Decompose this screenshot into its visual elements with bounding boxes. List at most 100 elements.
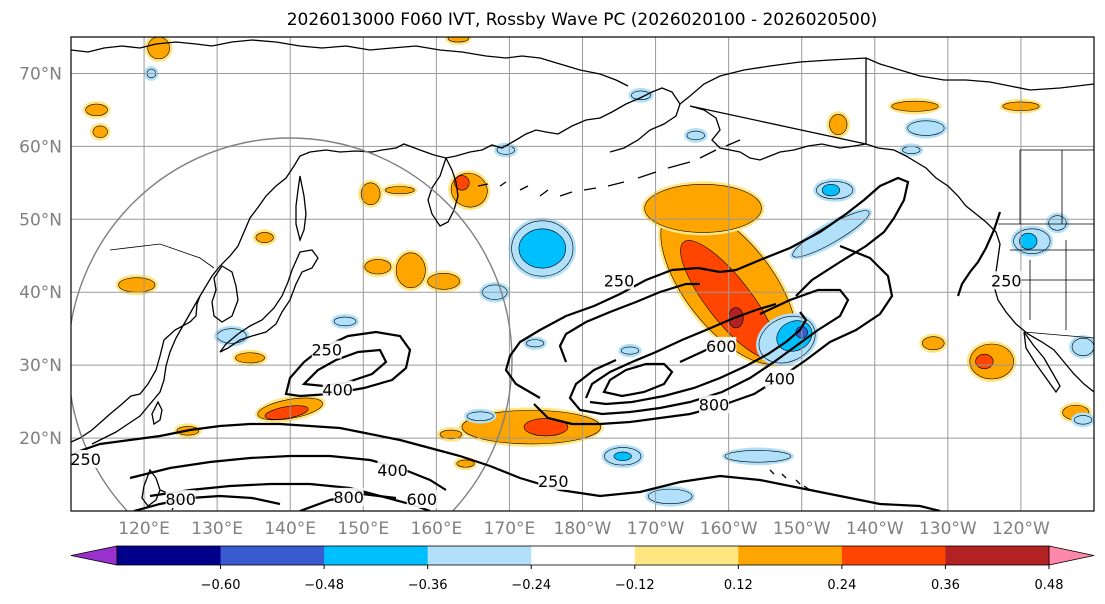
colorbar-tick-label: −0.12 <box>615 578 655 593</box>
latitude-tick-labels: 20°N 30°N 40°N 50°N 60°N 70°N <box>19 64 62 449</box>
lon-tick-label: 130°W <box>919 519 977 539</box>
contour-label-group: 400 <box>322 380 353 400</box>
contour-label-group: 800 <box>699 395 730 414</box>
japan-coastline <box>219 249 319 353</box>
pc-anomaly-region <box>644 184 762 233</box>
contour-label-group: 250 <box>538 471 569 491</box>
hawaii-islands <box>769 469 811 491</box>
contour-label: 800 <box>333 488 364 507</box>
baja-coastline <box>1023 331 1061 394</box>
pc-anomaly-region <box>891 100 939 112</box>
pc-anomaly-region <box>613 451 632 461</box>
pc-anomaly-region <box>902 146 921 154</box>
contour-label-group: 600 <box>406 490 437 509</box>
map-frame <box>70 36 1095 512</box>
us-mexico-border <box>1023 331 1094 339</box>
pc-anomaly-region <box>456 459 475 468</box>
contour-label-background <box>377 460 408 479</box>
pc-anomaly-region <box>1019 232 1038 250</box>
colorbar-tick-label: −0.48 <box>304 578 344 593</box>
lon-tick-label: 130°E <box>191 519 243 539</box>
pc-anomaly-region <box>518 228 566 269</box>
lat-tick-label: 20°N <box>19 429 62 449</box>
pc-anomaly-region <box>829 113 848 136</box>
canada-province-borders <box>1019 149 1094 224</box>
pc-anomaly-region <box>821 184 841 197</box>
colorbar-tick-label: 0.36 <box>931 578 960 593</box>
pc-anomaly-region <box>523 418 569 437</box>
contour-label-group: 800 <box>333 487 364 507</box>
contour-label-background <box>71 449 101 468</box>
pc-anomaly-region <box>975 353 994 370</box>
contour-label-group: 250 <box>991 271 1022 290</box>
canada-arctic-coastline <box>865 57 1094 91</box>
korea-coastline <box>211 265 239 323</box>
lon-tick-label: 160°E <box>411 519 463 539</box>
pc-anomaly-region <box>235 352 265 364</box>
contour-label-group: 250 <box>311 340 342 360</box>
pc-anomaly-region <box>907 120 945 136</box>
colorbar-segment <box>427 546 532 565</box>
lon-tick-label: 150°W <box>773 519 831 539</box>
pc-anomaly-region <box>1071 337 1094 356</box>
contour-label-background <box>764 369 795 388</box>
lon-tick-label: 170°E <box>484 519 536 539</box>
contour-label-background <box>699 395 730 414</box>
contour-label: 400 <box>377 461 408 480</box>
asia-coastline <box>71 129 559 443</box>
pc-anomaly-region <box>631 90 651 101</box>
colorbar-segment <box>117 546 222 565</box>
political-borders <box>109 58 1094 339</box>
contour-label-group: 400 <box>377 460 408 480</box>
pc-anomaly-region <box>525 339 545 348</box>
contour-label-background <box>406 490 437 509</box>
arctic-coastline <box>71 39 629 87</box>
lon-tick-label: 120°W <box>992 519 1050 539</box>
colorbar-tick-label: −0.36 <box>408 578 448 593</box>
contour-label: 400 <box>765 370 796 389</box>
lat-tick-label: 40°N <box>19 283 62 303</box>
pc-anomaly-region <box>427 272 461 290</box>
china-coastline <box>91 295 201 445</box>
ivt-contour-250-california <box>956 211 1002 297</box>
ivt-contour-400-south <box>129 454 447 491</box>
colorbar-tick-label: 0.12 <box>724 578 753 593</box>
hemisphere-boundary-circle <box>71 137 513 511</box>
contour-label-background <box>333 487 364 506</box>
pc-anomaly-region <box>921 336 945 351</box>
colorbar-segment <box>531 546 636 565</box>
graticule <box>71 37 1094 511</box>
pc-anomaly-region <box>454 175 470 191</box>
us-state-borders <box>1010 240 1094 330</box>
contour-label: 600 <box>406 490 437 509</box>
lon-tick-label: 180°W <box>554 519 612 539</box>
pc-anomaly-region <box>439 429 463 440</box>
contour-label: 400 <box>322 381 353 400</box>
map-layers: 250 600 800 400 250 400 250 400 800 600 250 250 800 <box>71 37 1094 511</box>
contour-labels: 250 600 800 400 250 400 250 400 800 600 250 250 800 <box>71 271 1022 509</box>
contour-label-group: 250 <box>71 449 101 469</box>
colorbar-segment <box>841 546 946 565</box>
colorbar-segment <box>634 546 739 565</box>
colorbar-tick-label: −0.60 <box>201 578 241 593</box>
ivt-contour-400-main <box>558 282 850 416</box>
pc-anomaly-region <box>255 232 274 243</box>
pc-anomaly-region <box>447 37 469 43</box>
kamchatka-coastline <box>427 157 459 227</box>
lat-tick-label: 70°N <box>19 64 62 84</box>
lon-tick-label: 170°W <box>627 519 685 539</box>
contour-label-group: 800 <box>165 490 196 509</box>
china-mongolia-border <box>109 243 215 269</box>
contour-label-background <box>322 380 353 399</box>
colorbar-tick-label: −0.24 <box>511 578 551 593</box>
lon-tick-label: 140°E <box>264 519 316 539</box>
ivt-contour-250-southwest <box>71 422 941 511</box>
lat-tick-label: 50°N <box>19 210 62 230</box>
pc-anomaly-region <box>466 411 494 421</box>
alaska-coastline <box>679 57 977 215</box>
pc-anomaly-region <box>333 316 357 327</box>
contour-label-background <box>311 340 342 359</box>
colorbar-extend-low <box>70 545 118 566</box>
pc-anomaly-region <box>1073 415 1093 425</box>
contour-label-background <box>604 271 635 290</box>
